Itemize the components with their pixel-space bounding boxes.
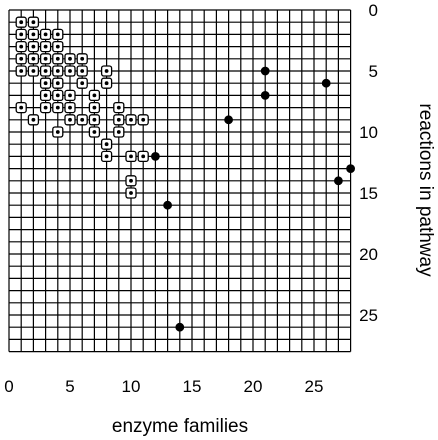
open-point-marker: [39, 101, 52, 114]
open-point-marker: [64, 53, 76, 65]
open-point-marker: [27, 16, 40, 28]
open-point-marker: [125, 114, 137, 126]
open-point-marker: [100, 138, 113, 150]
filled-point-marker: [321, 78, 331, 88]
y-tick-label: 5: [369, 62, 378, 81]
open-point-marker: [52, 53, 64, 65]
open-point-marker: [125, 175, 137, 187]
open-point-marker: [39, 40, 52, 53]
filled-point-marker: [260, 66, 270, 76]
open-point-marker: [64, 89, 76, 102]
open-point-marker: [137, 150, 149, 163]
open-point-marker: [27, 40, 40, 53]
x-tick-label: 25: [305, 377, 324, 396]
open-point-marker: [52, 40, 64, 53]
x-tick-label: 10: [122, 377, 141, 396]
open-point-marker: [15, 16, 27, 28]
open-point-marker: [88, 101, 101, 114]
open-point-marker: [76, 114, 88, 126]
open-point-marker: [88, 89, 101, 102]
open-point-marker: [15, 28, 27, 41]
open-point-marker: [125, 150, 137, 163]
filled-point-marker: [150, 151, 160, 161]
y-axis-title: reactions in pathway: [415, 103, 436, 277]
open-point-marker: [52, 89, 64, 102]
open-point-marker: [39, 53, 52, 65]
y-tick-label: 10: [359, 123, 378, 142]
x-tick-label: 5: [65, 377, 74, 396]
y-tick-label: 25: [359, 306, 378, 325]
open-point-marker: [15, 65, 27, 77]
filled-point-marker: [175, 322, 185, 332]
open-point-marker: [52, 126, 64, 138]
open-point-marker: [39, 65, 52, 77]
open-point-marker: [76, 65, 88, 77]
open-point-marker: [15, 101, 27, 114]
open-point-marker: [15, 40, 27, 53]
open-point-marker: [100, 65, 113, 77]
x-tick-label: 0: [4, 377, 13, 396]
open-point-marker: [76, 53, 88, 65]
tick-labels: 0 5 10 15 20 25 0 5 10 15 20 25: [4, 1, 378, 396]
open-point-marker: [52, 28, 64, 41]
open-point-marker: [113, 126, 125, 138]
filled-point-marker: [224, 115, 234, 125]
filled-point-marker: [260, 91, 270, 100]
open-point-marker: [27, 53, 40, 65]
open-point-marker: [27, 28, 40, 41]
open-point-marker: [39, 28, 52, 41]
open-point-marker: [64, 65, 76, 77]
open-point-marker: [100, 77, 113, 89]
open-point-marker: [64, 101, 76, 114]
open-point-marker: [113, 114, 125, 126]
open-point-marker: [100, 150, 113, 163]
open-point-marker: [52, 65, 64, 77]
filled-point-marker: [163, 200, 173, 210]
open-point-marker: [27, 65, 40, 77]
y-tick-label: 20: [359, 245, 378, 264]
open-point-marker: [52, 101, 64, 114]
data-points: [15, 16, 356, 332]
filled-point-marker: [346, 164, 356, 174]
open-point-marker: [88, 114, 101, 126]
open-point-marker: [27, 114, 40, 126]
filled-point-marker: [333, 176, 343, 186]
open-point-marker: [88, 126, 101, 138]
y-tick-label: 0: [369, 1, 378, 20]
open-point-marker: [76, 77, 88, 89]
open-point-marker: [39, 89, 52, 102]
open-point-marker: [15, 53, 27, 65]
open-point-marker: [39, 77, 52, 89]
open-point-marker: [52, 77, 64, 89]
open-point-marker: [125, 187, 137, 199]
x-tick-label: 15: [183, 377, 202, 396]
open-point-marker: [113, 101, 125, 114]
open-point-marker: [137, 114, 149, 126]
y-tick-label: 15: [359, 184, 378, 203]
open-point-marker: [64, 114, 76, 126]
x-axis-title: enzyme families: [112, 416, 248, 437]
x-tick-label: 20: [244, 377, 263, 396]
